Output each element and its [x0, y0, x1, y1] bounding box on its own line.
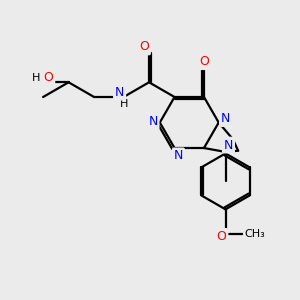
Text: CH₃: CH₃ [244, 230, 265, 239]
Text: N: N [224, 139, 233, 152]
Text: O: O [217, 230, 226, 243]
Text: O: O [139, 40, 149, 53]
Text: N: N [115, 85, 124, 99]
Text: H: H [120, 99, 129, 109]
Text: O: O [44, 71, 53, 84]
Text: O: O [199, 55, 209, 68]
Text: N: N [174, 149, 183, 162]
Text: N: N [221, 112, 230, 125]
Text: H: H [32, 74, 40, 83]
Text: N: N [148, 115, 158, 128]
